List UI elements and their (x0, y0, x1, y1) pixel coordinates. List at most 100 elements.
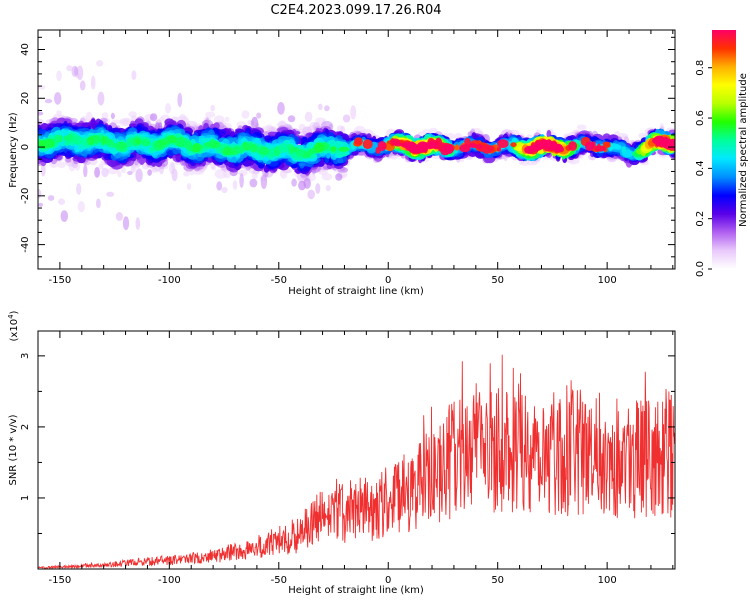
heatmap-cell (135, 217, 141, 230)
heatmap-cell (250, 144, 257, 153)
heatmap-cell (40, 163, 46, 177)
spectrogram-x-ticks: -150 -100 -50 0 50 100 (37, 30, 674, 286)
snr-x-ticks: -150 -100 -50 0 50 100 (37, 331, 674, 586)
heatmap-cell (510, 142, 517, 148)
heatmap-cell (222, 147, 232, 156)
heatmap-cell (66, 65, 73, 72)
heatmap-cell (149, 113, 158, 122)
heatmap-cell (303, 151, 312, 158)
heatmap-cell (615, 145, 622, 150)
heatmap-cell (115, 212, 123, 221)
heatmap-cell (79, 80, 86, 91)
heatmap-cell (121, 166, 126, 174)
x-tick-label: -100 (158, 275, 181, 286)
heatmap-cell (330, 146, 337, 152)
heatmap-cell (171, 168, 178, 182)
colorbar: 0.0 0.2 0.4 0.6 0.8 Normalized spectral ampl… (695, 30, 749, 277)
heatmap-cell (122, 216, 130, 231)
heatmap-cell (337, 158, 344, 164)
heatmap-cell (260, 174, 268, 190)
x-tick-label: 50 (491, 275, 504, 286)
spectrogram-panel: -150 -100 -50 0 50 100 -40 -20 0 20 40 Height of … (8, 29, 676, 297)
heatmap-cell (98, 163, 104, 170)
heatmap-cell (56, 70, 62, 81)
heatmap-cell (209, 141, 221, 148)
heatmap-cell (251, 173, 258, 179)
heatmap-cell (57, 161, 66, 168)
heatmap-cell (101, 112, 109, 119)
heatmap-cell (554, 146, 565, 153)
heatmap-cell (110, 112, 115, 120)
heatmap-cell (342, 114, 351, 123)
colorbar-gradient (712, 30, 736, 269)
heatmap-cell (85, 111, 93, 122)
spectrogram-frame (37, 29, 676, 270)
heatmap-cell (129, 123, 137, 128)
heatmap-cell (468, 143, 477, 148)
heatmap-cell (496, 146, 502, 152)
heatmap-cell (77, 201, 85, 213)
heatmap-cell (63, 135, 70, 141)
x-tick-label: 0 (385, 575, 391, 586)
heatmap-cell (354, 137, 363, 146)
heatmap-cell (174, 136, 186, 147)
heatmap-cell (73, 136, 79, 144)
heatmap-cell (177, 92, 183, 108)
snr-frame (37, 330, 676, 570)
heatmap-cell (393, 142, 402, 147)
colorbar-ticks: 0.0 0.2 0.4 0.6 0.8 (695, 60, 712, 277)
heatmap-cell (44, 98, 53, 104)
heatmap-cell (444, 144, 454, 155)
figure-title: C2E4.2023.099.17.26.R04 (270, 3, 441, 18)
heatmap-cell (338, 146, 350, 152)
heatmap-cell (165, 103, 171, 114)
heatmap-cell (135, 168, 143, 183)
heatmap-cell (200, 144, 205, 150)
heatmap-cell (160, 139, 168, 146)
heatmap-cell (335, 173, 343, 181)
heatmap-cell (258, 146, 270, 155)
heatmap-cell (60, 210, 68, 223)
heatmap-cell (186, 183, 192, 190)
snr-multiplier: (x104) (7, 310, 20, 341)
heatmap-cell (274, 146, 280, 157)
y-tick-label: 0 (20, 144, 31, 150)
heatmap-cell (130, 115, 137, 121)
heatmap-cell (210, 104, 215, 112)
snr-y-ticks: 1 2 3 (20, 353, 675, 534)
heatmap-cell (249, 178, 258, 188)
heatmap-cell (568, 141, 577, 151)
heatmap-cell (362, 139, 373, 150)
heatmap-cell (39, 141, 45, 147)
heatmap-cell (321, 173, 333, 181)
colorbar-tick-label: 0.2 (695, 211, 706, 227)
x-tick-label: 100 (598, 275, 617, 286)
heatmap-cell (291, 178, 297, 187)
heatmap-cell (377, 141, 387, 151)
heatmap-cell (57, 135, 63, 143)
heatmap-cell (141, 139, 151, 147)
heatmap-cell (38, 188, 42, 199)
heatmap-cell (175, 153, 182, 162)
heatmap-cell (485, 145, 495, 152)
heatmap-cell (287, 115, 296, 123)
x-tick-label: 50 (491, 575, 504, 586)
heatmap-cell (167, 135, 177, 143)
heatmap-cell (38, 111, 44, 116)
spectrogram-y-ticks: -40 -20 0 20 40 (20, 36, 675, 270)
x-tick-label: 100 (598, 575, 617, 586)
heatmap-cell (224, 116, 230, 123)
heatmap-cell (96, 198, 101, 209)
x-tick-label: 0 (385, 275, 391, 286)
heatmap-cell (205, 111, 216, 118)
x-tick-label: -150 (49, 275, 72, 286)
spectrogram-xlabel: Height of straight line (km) (288, 286, 424, 297)
heatmap-cell (54, 92, 62, 105)
colorbar-tick-label: 0.6 (695, 110, 706, 126)
heatmap-cell (122, 117, 132, 125)
colorbar-label: Normalized spectral amplitude (738, 73, 749, 227)
heatmap-cell (232, 180, 238, 190)
heatmap-cell (216, 181, 223, 191)
colorbar-tick-label: 0.0 (695, 261, 706, 277)
